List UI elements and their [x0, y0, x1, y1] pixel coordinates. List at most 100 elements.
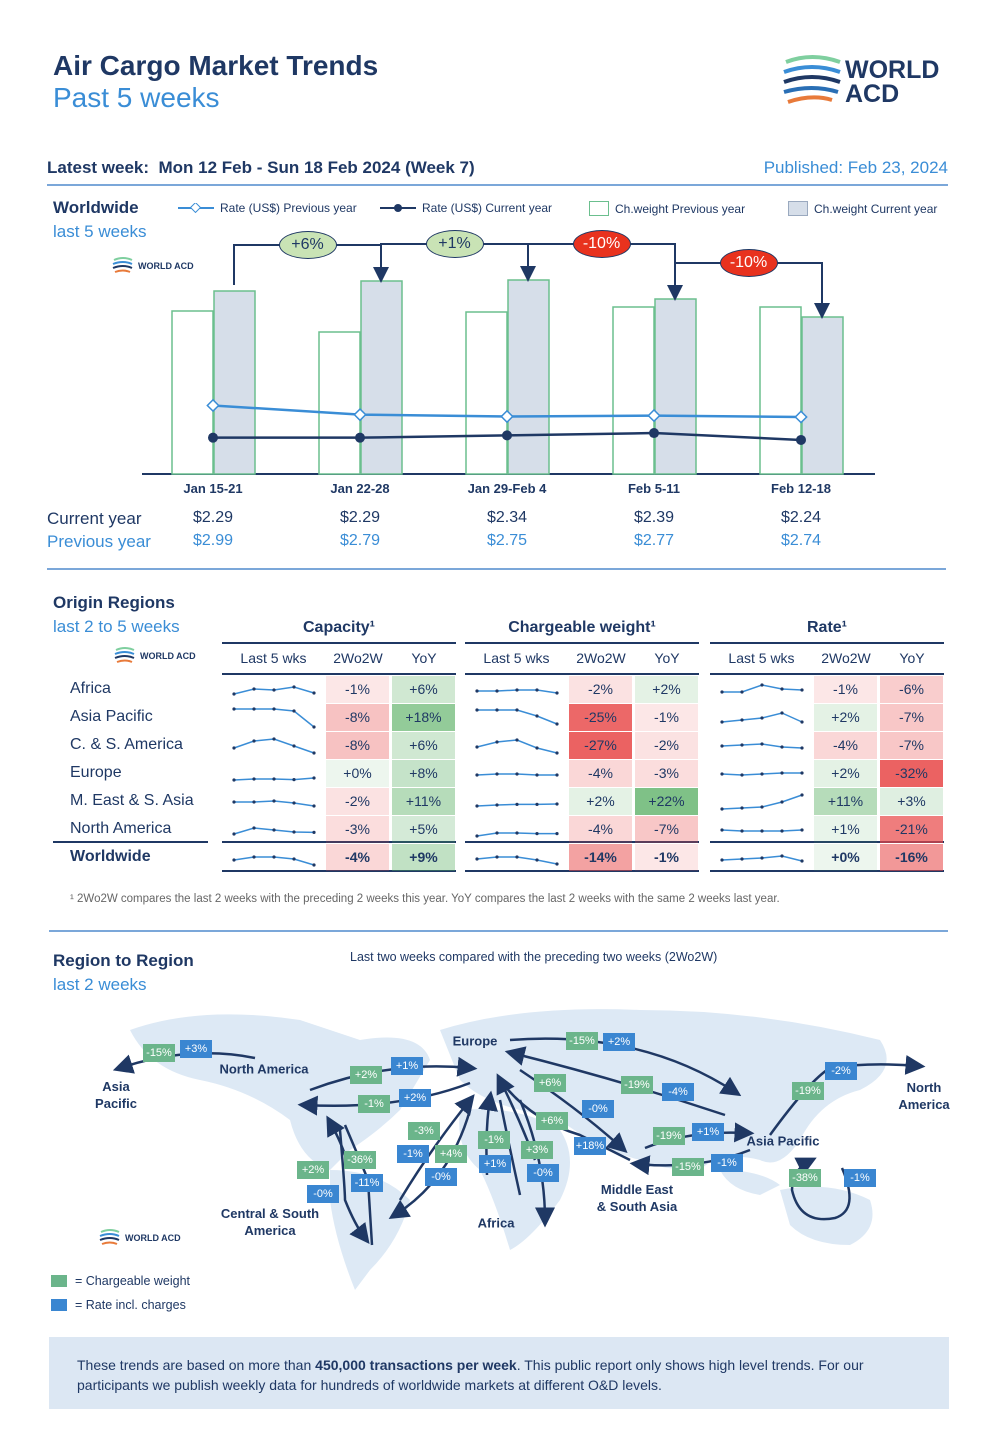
- legend-cw-prev: Ch.weight Previous year: [589, 201, 745, 216]
- world-acd-logo-small: WORLD ACD: [112, 256, 194, 276]
- point-rate-cur: [649, 428, 659, 439]
- yoy-cell: -1%: [635, 704, 698, 731]
- bar-chweight-cur: [801, 316, 844, 475]
- bar-chweight-prev: [465, 311, 508, 475]
- bar-chweight-prev: [318, 331, 361, 475]
- chweight-badge: -19%: [621, 1076, 653, 1094]
- world-acd-logo: WORLD ACD: [782, 54, 992, 112]
- region-label: Africa: [477, 1215, 515, 1231]
- yoy-cell: +6%: [392, 732, 455, 759]
- sparkline: [720, 828, 804, 833]
- yoy-cell: -32%: [880, 760, 943, 787]
- 2wo2w-cell: -4%: [814, 732, 877, 759]
- region-label: Central & South America: [220, 1206, 320, 1238]
- chweight-badge: -36%: [344, 1151, 376, 1169]
- sparkline: [720, 683, 804, 694]
- rate-prev-value: $2.75: [486, 532, 528, 549]
- origin-title: Origin Regions: [53, 593, 175, 612]
- sub-header: YoY: [411, 650, 437, 666]
- point-rate-prev: [206, 398, 220, 413]
- point-rate-cur: [502, 430, 512, 441]
- legend-line-diamond-icon: [178, 203, 214, 213]
- divider: [222, 673, 456, 675]
- yoy-cell: -2%: [635, 732, 698, 759]
- divider: [465, 870, 699, 872]
- divider: [465, 642, 699, 644]
- rate-badge: -0%: [307, 1185, 339, 1203]
- sparkline: [720, 793, 804, 811]
- rate-badge: +2%: [603, 1033, 635, 1051]
- logo-text: WORLD ACD: [844, 56, 940, 108]
- point-rate-prev: [500, 409, 514, 424]
- legend-swatch: [589, 201, 609, 216]
- yoy-cell: +11%: [392, 788, 455, 815]
- chweight-badge: -15%: [143, 1044, 175, 1062]
- r2r-title: Region to Region: [53, 951, 194, 970]
- worldwide-subtitle: last 5 weeks: [53, 222, 147, 241]
- chweight-badge: -19%: [653, 1127, 685, 1145]
- bar-chweight-cur: [507, 279, 550, 475]
- region-name: M. East & S. Asia: [70, 792, 194, 809]
- divider: [710, 673, 944, 675]
- sparkline: [475, 802, 559, 808]
- legend-label: Rate (US$) Current year: [422, 201, 553, 215]
- 2wo2w-cell: +2%: [569, 788, 632, 815]
- footer-text: These trends are based on more than: [77, 1357, 316, 1373]
- change-callout: -10%: [572, 230, 631, 258]
- rate-prev-value: $2.99: [192, 532, 234, 549]
- 2wo2w-cell: -4%: [569, 816, 632, 843]
- footer-note: These trends are based on more than 450,…: [49, 1337, 949, 1409]
- latest-week: Latest week: Mon 12 Feb - Sun 18 Feb 202…: [47, 158, 475, 178]
- 2wo2w-cell: -2%: [326, 788, 389, 815]
- legend-rate-prev: Rate (US$) Previous year: [178, 201, 357, 215]
- chweight-badge: -38%: [789, 1169, 821, 1187]
- chweight-badge: -15%: [566, 1032, 598, 1050]
- legend-label: = Chargeable weight: [75, 1274, 191, 1288]
- rate-cur-value: $2.29: [339, 509, 381, 526]
- group-header: Rate¹: [806, 619, 847, 636]
- sparkline: [232, 826, 316, 836]
- chweight-badge: +6%: [534, 1074, 566, 1092]
- sparkline: [232, 855, 316, 867]
- rate-cur-value: $2.39: [633, 509, 675, 526]
- group-header: Chargeable weight¹: [508, 619, 656, 636]
- legend-label: Ch.weight Current year: [814, 201, 938, 216]
- rate-cur-value: $2.29: [192, 509, 234, 526]
- divider: [49, 930, 948, 932]
- yoy-cell: -16%: [880, 844, 943, 871]
- 2wo2w-cell: +1%: [814, 816, 877, 843]
- 2wo2w-cell: -1%: [814, 676, 877, 703]
- sparkline: [475, 855, 559, 866]
- yoy-cell: +6%: [392, 676, 455, 703]
- region-name: Africa: [70, 680, 111, 697]
- bar-chweight-prev: [612, 306, 655, 475]
- legend-rate: = Rate incl. charges: [51, 1298, 186, 1312]
- region-label: Asia Pacific: [95, 1079, 137, 1111]
- point-rate-cur: [208, 432, 218, 443]
- sparkline: [720, 711, 804, 724]
- sparkline: [720, 742, 804, 750]
- region-label: North America: [898, 1080, 950, 1112]
- x-tick-label: Jan 15-21: [183, 481, 243, 496]
- yoy-cell: +9%: [392, 844, 455, 871]
- bar-chweight-cur: [654, 298, 697, 475]
- 2wo2w-cell: -8%: [326, 704, 389, 731]
- point-rate-cur: [355, 432, 365, 443]
- bar-chweight-prev: [759, 306, 802, 475]
- logo-swoosh-icon: [99, 1229, 120, 1245]
- rate-badge: -11%: [351, 1174, 383, 1192]
- divider: [222, 870, 456, 872]
- sparkline: [475, 772, 559, 777]
- 2wo2w-cell: +0%: [814, 844, 877, 871]
- sparkline: [475, 738, 559, 755]
- yoy-cell: +3%: [880, 788, 943, 815]
- footnote: ¹ 2Wo2W compares the last 2 weeks with t…: [70, 893, 780, 905]
- yoy-cell: +22%: [635, 788, 698, 815]
- sub-header: Last 5 wks: [728, 650, 795, 666]
- divider: [710, 841, 944, 843]
- 2wo2w-cell: +0%: [326, 760, 389, 787]
- change-callout: -10%: [719, 249, 778, 277]
- origin-subtitle: last 2 to 5 weeks: [53, 617, 180, 636]
- group-header: Capacity¹: [302, 619, 376, 636]
- world-acd-logo-small: WORLD ACD: [114, 646, 196, 666]
